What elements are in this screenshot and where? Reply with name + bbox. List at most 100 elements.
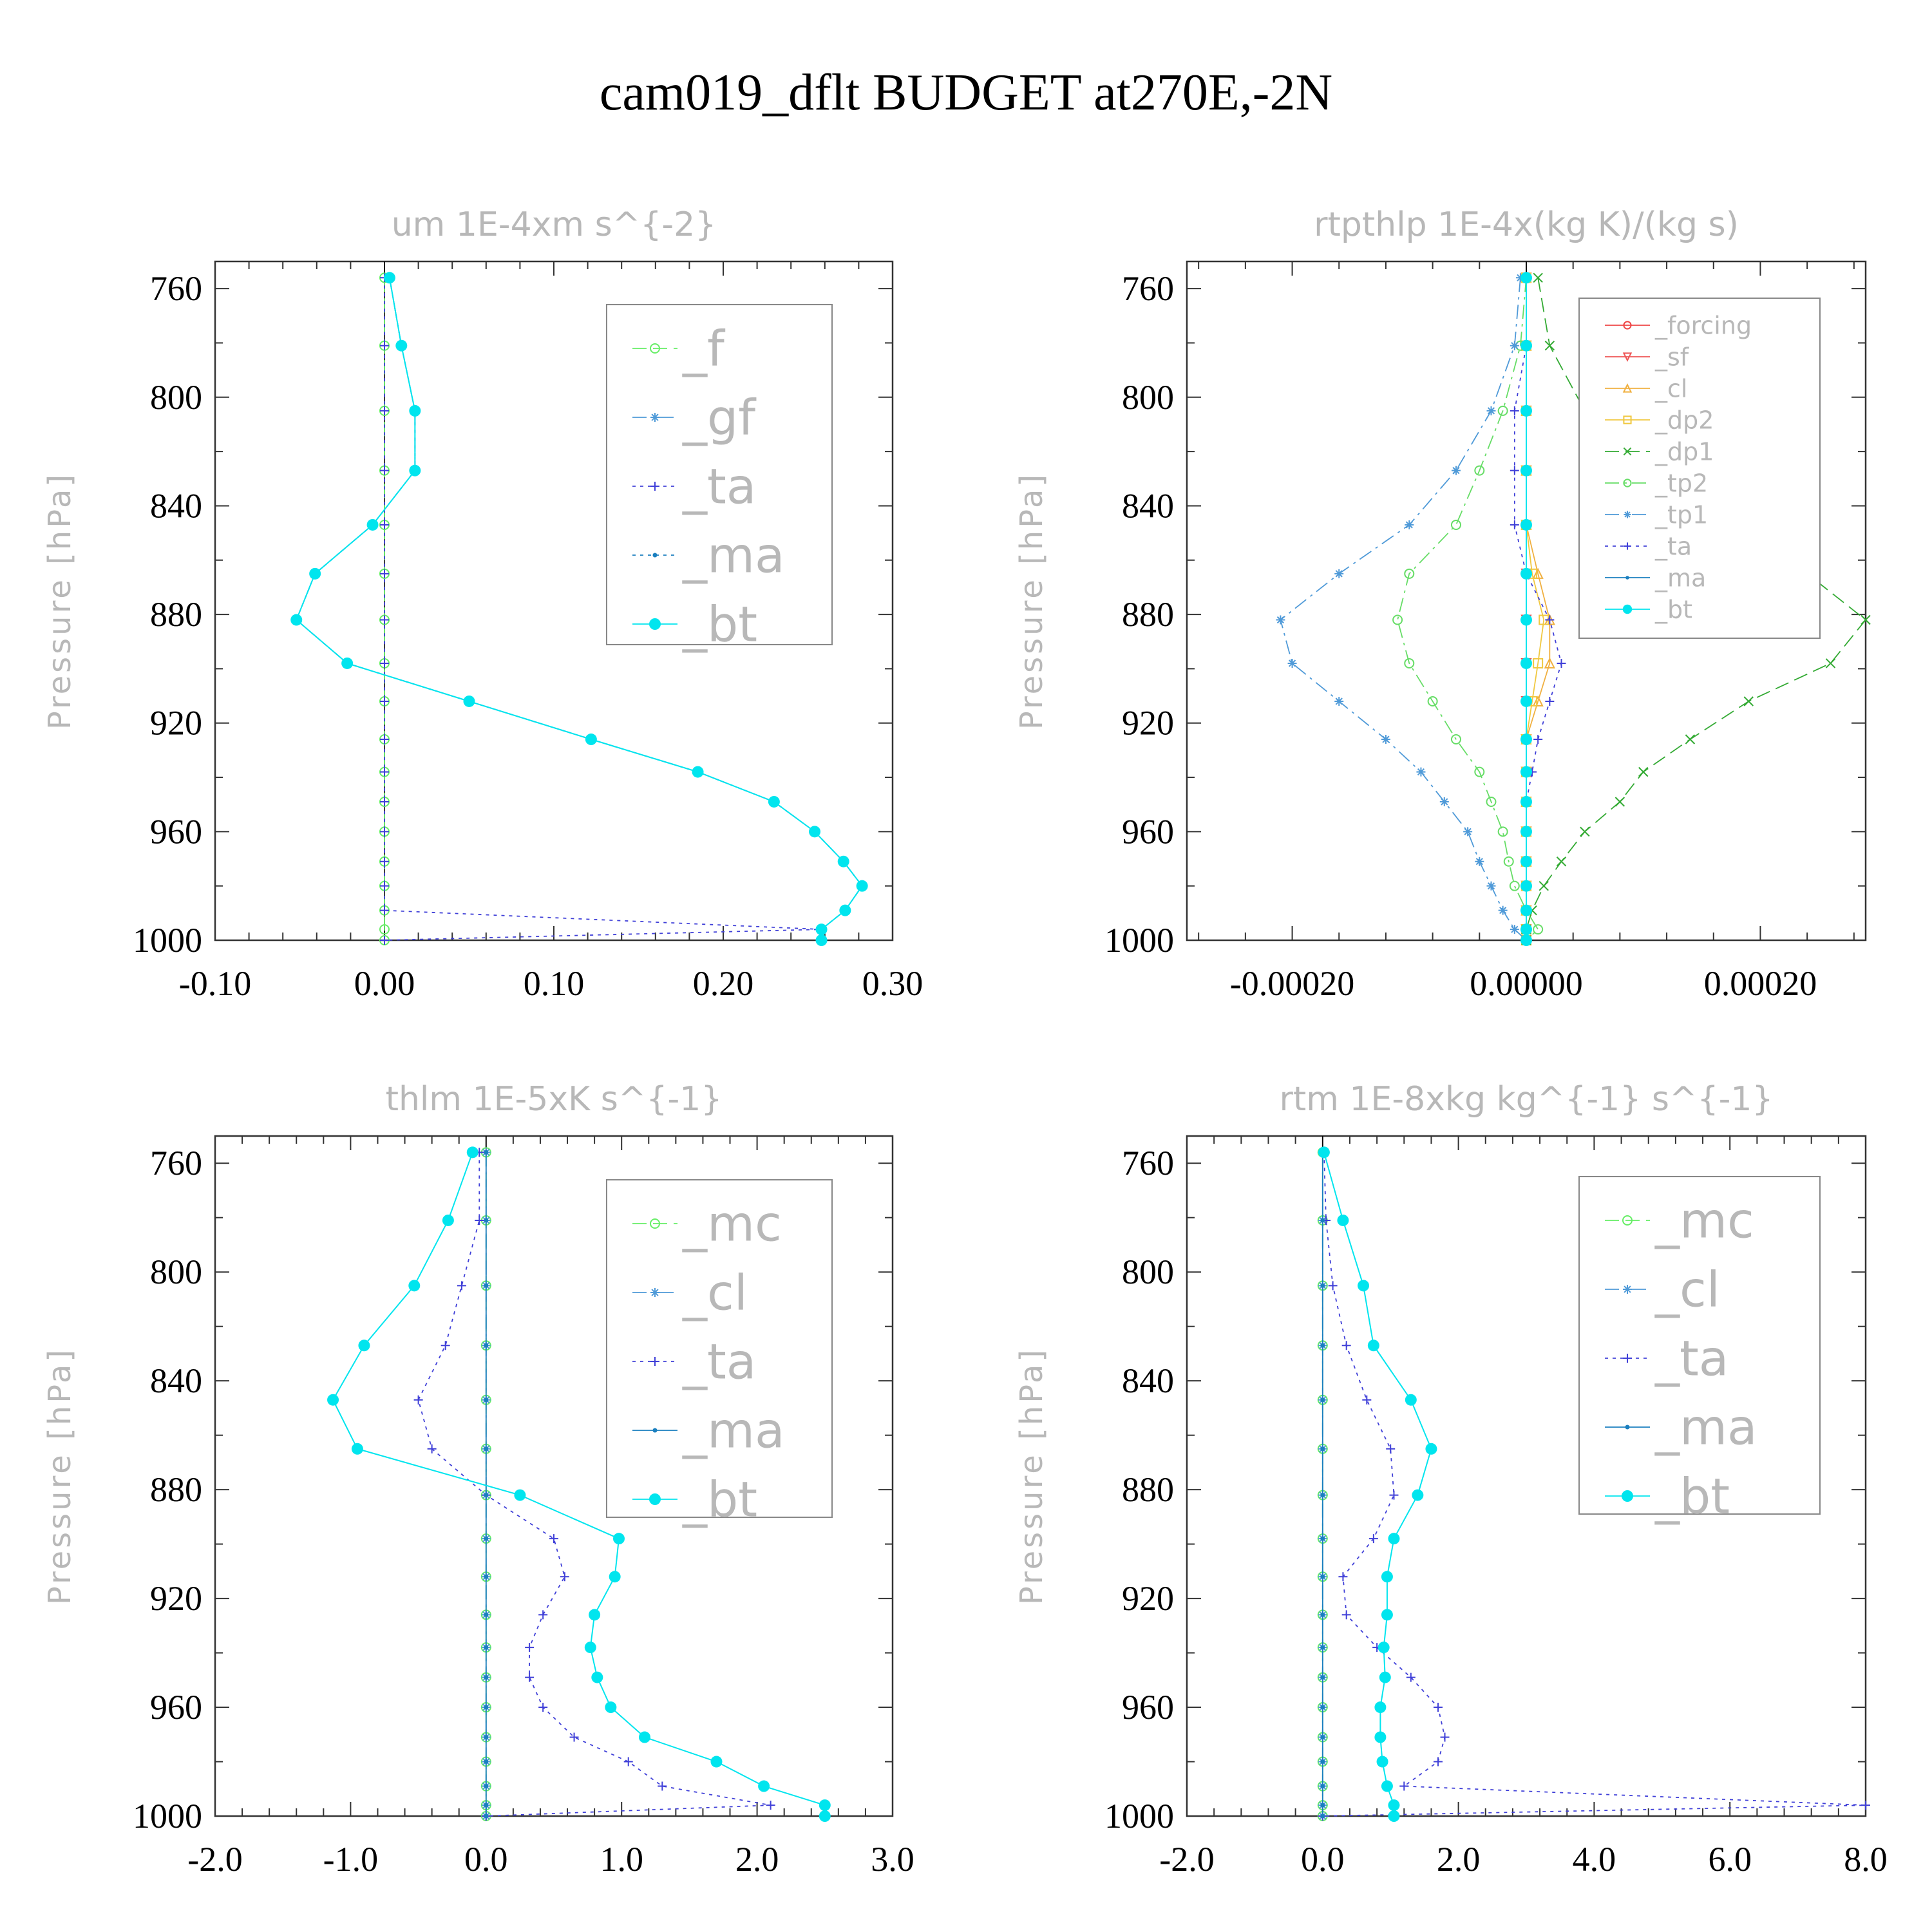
data-point bbox=[1520, 795, 1532, 808]
data-point bbox=[1381, 1571, 1393, 1583]
data-point bbox=[1743, 696, 1754, 706]
y-tick-label: 760 bbox=[150, 269, 202, 308]
legend-entry: _sf bbox=[1654, 343, 1690, 371]
data-point bbox=[1439, 797, 1449, 806]
data-point bbox=[484, 1735, 489, 1740]
data-point bbox=[605, 1701, 617, 1714]
data-point bbox=[1520, 567, 1532, 580]
x-tick-label: 0.00020 bbox=[1704, 964, 1817, 1003]
data-point bbox=[1474, 465, 1485, 476]
data-point bbox=[1520, 904, 1532, 916]
data-point bbox=[1341, 1610, 1351, 1620]
data-point bbox=[484, 1536, 489, 1541]
data-point bbox=[1486, 796, 1497, 807]
y-tick-label: 800 bbox=[1122, 378, 1174, 417]
data-point bbox=[538, 1703, 548, 1712]
data-point bbox=[484, 1150, 489, 1155]
legend-entry: _dp1 bbox=[1654, 437, 1714, 466]
legend-swatch-marker bbox=[1622, 1490, 1633, 1502]
data-point bbox=[1557, 658, 1566, 668]
y-axis-label: Pressure [hPa] bbox=[42, 1347, 78, 1605]
y-tick-label: 1000 bbox=[133, 921, 202, 960]
legend-entry: _gf bbox=[682, 389, 757, 446]
data-point bbox=[1367, 1340, 1379, 1352]
y-tick-label: 1000 bbox=[1104, 921, 1174, 960]
y-tick-label: 800 bbox=[150, 1253, 202, 1291]
data-point bbox=[766, 1801, 775, 1810]
data-point bbox=[1320, 1397, 1325, 1403]
data-point bbox=[692, 766, 704, 778]
data-point bbox=[1320, 1536, 1325, 1541]
y-tick-label: 880 bbox=[150, 1470, 202, 1509]
data-point bbox=[658, 1781, 667, 1791]
x-tick-label: 0.0 bbox=[1301, 1840, 1345, 1879]
data-point bbox=[1404, 658, 1415, 668]
data-point bbox=[1320, 1343, 1325, 1348]
data-point bbox=[1503, 856, 1514, 867]
legend-box bbox=[606, 1179, 833, 1518]
data-point bbox=[341, 657, 354, 669]
data-point bbox=[1389, 1490, 1399, 1500]
data-point bbox=[1545, 696, 1555, 706]
data-point bbox=[484, 1784, 489, 1789]
data-point bbox=[1406, 1672, 1416, 1682]
data-point bbox=[380, 406, 389, 415]
data-point bbox=[1510, 406, 1519, 415]
panel-2: rtpthlp 1E-4x(kg K)/(kg s) Pressure [hPa]… bbox=[1014, 205, 1871, 1003]
data-point bbox=[815, 923, 828, 936]
legend-entry: _mc bbox=[682, 1195, 782, 1253]
data-point bbox=[1498, 905, 1508, 915]
data-point bbox=[1486, 881, 1496, 891]
legend-swatch-marker bbox=[652, 553, 658, 558]
y-axis-label: Pressure [hPa] bbox=[42, 472, 78, 730]
data-point bbox=[1533, 924, 1544, 935]
legend-swatch-marker bbox=[650, 482, 659, 491]
x-tick-label: 2.0 bbox=[1437, 1840, 1481, 1879]
legend-swatch-marker bbox=[1622, 1215, 1633, 1226]
y-tick-label: 920 bbox=[150, 704, 202, 743]
data-point bbox=[1425, 1443, 1437, 1455]
data-point bbox=[484, 1705, 489, 1710]
legend-swatch-marker bbox=[1622, 352, 1633, 362]
data-point bbox=[1520, 657, 1532, 669]
legend-entry: _ta bbox=[1654, 532, 1692, 560]
data-point bbox=[427, 1444, 437, 1454]
legend-swatch-marker bbox=[652, 1428, 658, 1433]
y-tick-label: 960 bbox=[1122, 1688, 1174, 1727]
y-tick-label: 960 bbox=[1122, 812, 1174, 851]
series_bt bbox=[327, 1146, 831, 1822]
data-point bbox=[591, 1671, 603, 1683]
x-tick-label: 8.0 bbox=[1844, 1840, 1888, 1879]
data-point bbox=[1320, 1283, 1325, 1288]
data-point bbox=[623, 1757, 633, 1766]
data-point bbox=[856, 880, 868, 892]
panel-title: um 1E-4xm s^{-2} bbox=[392, 205, 717, 244]
data-point bbox=[1318, 1146, 1330, 1159]
data-point bbox=[1320, 1784, 1325, 1789]
legend-swatch-marker bbox=[1623, 447, 1632, 456]
legend-swatch-marker bbox=[650, 1218, 660, 1229]
data-point bbox=[1515, 273, 1525, 283]
legend-swatch-marker bbox=[1622, 604, 1633, 614]
legend-swatch-marker bbox=[1622, 383, 1633, 393]
data-point bbox=[380, 827, 389, 837]
data-point bbox=[1638, 766, 1649, 777]
data-point bbox=[1381, 1780, 1393, 1792]
legend-entry: _cl bbox=[682, 1264, 748, 1321]
data-point bbox=[819, 1810, 831, 1822]
data-point bbox=[1497, 826, 1508, 837]
data-point bbox=[1374, 1701, 1387, 1714]
panels: um 1E-4xm s^{-2} Pressure [hPa] 760 800 840 8… bbox=[42, 205, 1888, 1879]
data-point bbox=[1533, 735, 1543, 744]
data-point bbox=[1475, 857, 1484, 866]
data-point bbox=[1520, 695, 1532, 707]
data-point bbox=[1539, 880, 1549, 891]
data-point bbox=[1520, 934, 1532, 946]
data-point bbox=[380, 881, 389, 891]
series_tp1 bbox=[1276, 273, 1531, 945]
data-point bbox=[1378, 1642, 1390, 1654]
legend-entry: _ma bbox=[682, 1402, 785, 1459]
x-tick-label: -2.0 bbox=[187, 1840, 242, 1879]
data-point bbox=[1861, 1801, 1870, 1810]
